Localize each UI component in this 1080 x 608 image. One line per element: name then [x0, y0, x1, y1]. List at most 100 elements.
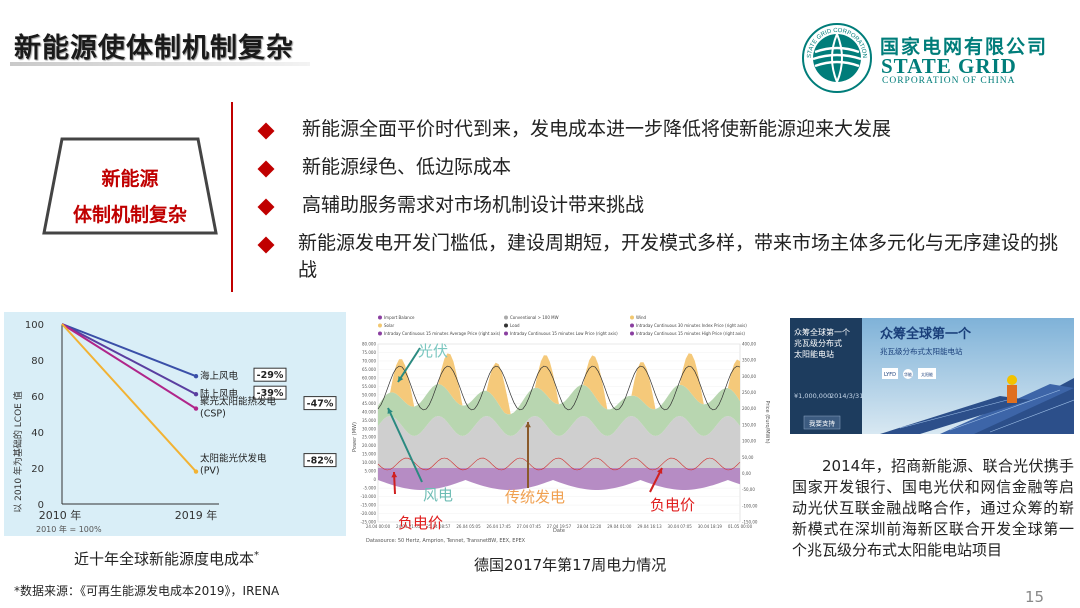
callout-frame	[42, 137, 218, 235]
de-y-left-tick: 50.000	[362, 392, 376, 397]
photo-date: 2014/3/31	[830, 392, 863, 400]
photo-left-line-1: 众筹全球第一个	[794, 327, 850, 337]
de-y-right-tick: 0,00	[742, 471, 751, 476]
de-load-line	[377, 365, 741, 411]
pv-arrow-icon-head	[398, 376, 404, 382]
lcoe-change-label: -82%	[307, 456, 334, 467]
lcoe-x-tick: 2019 年	[175, 508, 218, 522]
de-legend-label: Wind	[636, 315, 647, 320]
lcoe-change-badge	[303, 396, 337, 411]
source-note: *数据来源：《可再生能源发电成本2019》，IRENA	[14, 584, 280, 598]
de-solar-area	[378, 353, 740, 415]
de-y-left-tick: 30.000	[362, 426, 376, 431]
de-import-area	[378, 468, 740, 490]
crowdfunding-image: 众筹全球第一个 兆瓦级分布式 太阳能电站 ¥1,000,000 2014/3/3…	[790, 318, 1074, 434]
de-x-tick: 30.04 18:19	[698, 524, 723, 529]
lcoe-change-label: -47%	[307, 399, 334, 410]
germany-caption: 德国2017年第17周电力情况	[474, 556, 667, 574]
de-x-tick: 29.04 16:13	[637, 524, 662, 529]
de-y-right-tick: -150,00	[742, 520, 758, 525]
lcoe-series-point	[193, 406, 199, 411]
de-legend-swatch	[630, 331, 634, 336]
photo-brand-1: LYFD	[884, 372, 896, 378]
lcoe-series-line	[61, 323, 197, 396]
lcoe-series-label: 海上风电	[200, 370, 239, 382]
de-wind-area	[378, 384, 740, 436]
page-number: 15	[1025, 588, 1045, 606]
lcoe-footnote: 2010 年 = 100%	[36, 524, 102, 534]
de-legend-swatch	[378, 331, 382, 336]
photo-headline: 众筹全球第一个	[880, 326, 972, 342]
neg-price-arrow-icon-head	[657, 468, 663, 474]
de-x-tick: 26.04 17:45	[487, 524, 512, 529]
de-legend-label: Intraday Continuous 30 minutes Index Pri…	[636, 323, 747, 328]
conventional-arrow-icon-head	[525, 422, 531, 428]
lcoe-change-badge	[253, 385, 287, 400]
de-legend-label: Load	[510, 323, 520, 328]
de-y-left-tick: 0	[373, 477, 376, 482]
de-legend-swatch	[630, 315, 634, 320]
annotation-pv: 光伏	[418, 342, 449, 360]
de-legend-label: Import Balance	[384, 315, 415, 320]
lcoe-change-label: -39%	[257, 388, 284, 399]
lcoe-chart: 以 2010 年为基础的 LCOE 值 100 80 60 40 20 0 海上风电 -29…	[4, 312, 346, 536]
lcoe-series-label: 聚光太阳能热发电	[200, 396, 277, 408]
de-x-tick: 24.04 21:05	[396, 524, 421, 529]
callout-line-2: 体制机制复杂	[72, 204, 187, 226]
de-y-left-tick: -25.000	[361, 520, 377, 525]
lcoe-y-tick: 20	[31, 464, 44, 475]
lcoe-series-label: (CSP)	[200, 409, 226, 420]
slide-title: 新能源使体制机制复杂	[14, 33, 294, 64]
de-legend-swatch	[504, 315, 508, 320]
state-grid-logo-icon: STATE GRID CORPORATION OF CHINA	[801, 22, 872, 93]
diamond-bullet-icon	[257, 236, 275, 254]
de-price-line	[377, 457, 741, 471]
de-x-tick: 01.05 00:00	[728, 524, 753, 529]
lcoe-series-line	[61, 323, 197, 410]
logo-chinese-name: 国家电网有限公司	[880, 36, 1049, 58]
de-y-left-tick: 55.000	[362, 384, 376, 389]
de-y-left-tick: 10.000	[362, 460, 376, 465]
de-legend-swatch	[504, 323, 508, 328]
germany-power-chart: Import Balance Conventional > 100 MW Wind S…	[350, 312, 770, 544]
de-x-label: Date	[553, 528, 565, 534]
logo-english-name: STATE GRID	[881, 54, 1017, 78]
lcoe-series-line	[61, 323, 197, 378]
neg-price-arrow-icon-head	[391, 472, 398, 478]
de-legend-swatch	[630, 323, 634, 328]
annotation-negative-price-2: 负电价	[650, 496, 696, 514]
diamond-bullet-icon	[257, 198, 275, 216]
de-y-right-tick: -50,00	[742, 487, 755, 492]
de-y-right-tick: 350,00	[742, 358, 756, 363]
de-legend-swatch	[504, 331, 508, 336]
callout-line-1: 新能源	[101, 168, 159, 190]
bullet-item: 新能源绿色、低边际成本	[257, 154, 1058, 181]
bullet-text: 新能源全面平价时代到来，发电成本进一步降低将使新能源迎来大发展	[302, 118, 892, 140]
de-x-tick: 27.04 19:57	[547, 524, 572, 529]
lcoe-series-point	[193, 374, 199, 379]
de-y-left-tick: 45.000	[362, 401, 376, 406]
pv-arrow-icon	[397, 347, 421, 383]
lcoe-change-badge	[303, 453, 337, 468]
de-x-tick: 24.04 00:00	[366, 524, 391, 529]
lcoe-y-tick: 0	[38, 500, 44, 511]
de-y-left-tick: 65.000	[362, 367, 376, 372]
de-legend-label: Intraday Continuous 15 minutes High Pric…	[636, 331, 745, 336]
de-y-right-tick: 100,00	[742, 439, 756, 444]
annotation-negative-price-1: 负电价	[398, 514, 444, 532]
wind-arrow-icon-head	[387, 408, 393, 414]
title-underline	[10, 62, 310, 66]
photo-subhead: 兆瓦级分布式太阳能电站	[880, 346, 963, 356]
de-legend-swatch	[378, 323, 382, 328]
lcoe-y-tick: 80	[31, 356, 44, 367]
wind-arrow-icon	[387, 407, 423, 483]
photo-left-line-3: 太阳能电站	[794, 349, 834, 359]
de-legend-swatch	[378, 315, 382, 320]
de-y-right-label: Price (Euro/MWh)	[764, 400, 770, 443]
lcoe-series-label: (PV)	[200, 466, 220, 477]
de-y-left-tick: 60.000	[362, 375, 376, 380]
diamond-bullet-icon	[257, 122, 275, 140]
de-y-left-tick: -5.000	[363, 486, 376, 491]
de-legend-label: Conventional > 100 MW	[510, 315, 559, 320]
bullet-item: 新能源发电开发门槛低，建设周期短，开发模式多样，带来市场主体多元化与无序建设的挑…	[257, 230, 1058, 284]
